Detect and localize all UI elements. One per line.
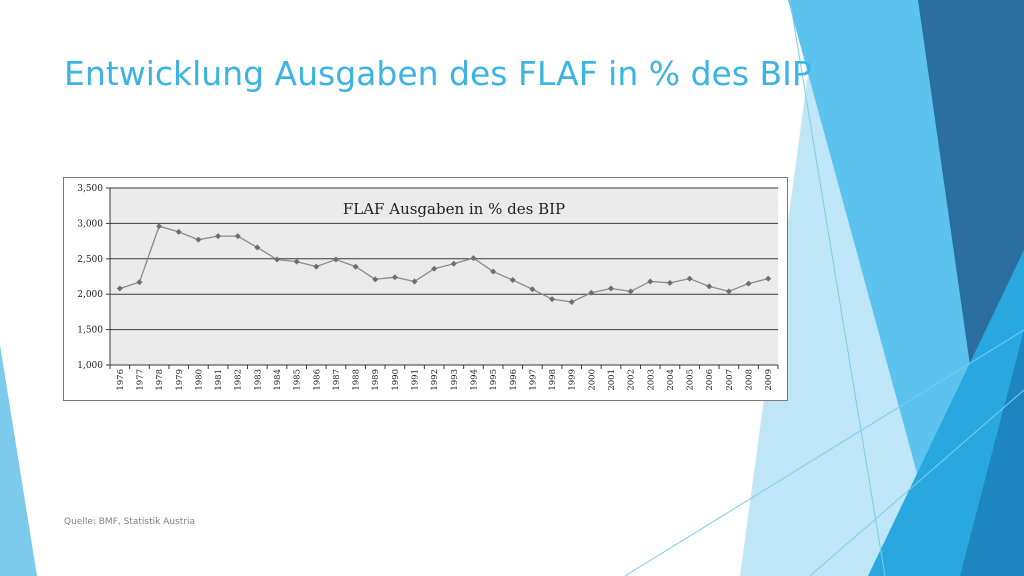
data-point <box>293 258 300 265</box>
thin-decor-line <box>809 389 1024 576</box>
source-note: Quelle: BMF, Statistik Austria <box>64 517 195 527</box>
data-point <box>666 279 673 286</box>
x-tick-label: 1981 <box>214 369 224 391</box>
slide-title: Entwicklung Ausgaben des FLAF in % des B… <box>64 54 812 93</box>
data-point <box>156 223 163 230</box>
x-tick-label: 1994 <box>469 369 479 391</box>
data-point <box>568 298 575 305</box>
data-point <box>627 288 634 295</box>
x-tick-label: 2006 <box>705 369 715 391</box>
data-point <box>332 256 339 263</box>
x-tick-label: 1976 <box>116 369 126 391</box>
data-point <box>509 277 516 284</box>
x-tick-label: 2004 <box>666 369 676 391</box>
data-point <box>116 285 123 292</box>
data-point <box>136 279 143 286</box>
data-point <box>686 275 693 282</box>
y-tick-label: 2,000 <box>77 290 103 300</box>
data-point <box>529 286 536 293</box>
x-tick-label: 1991 <box>411 369 421 391</box>
x-tick-label: 2002 <box>627 369 637 391</box>
x-tick-label: 1990 <box>391 369 401 391</box>
data-point <box>352 263 359 270</box>
data-point <box>490 268 497 275</box>
line-chart: 1,000 1,500 2,000 2,500 3,000 3,500 1976 1977 19… <box>77 184 779 391</box>
data-point <box>372 276 379 283</box>
data-point <box>706 283 713 290</box>
x-tick-label: 1999 <box>568 369 578 391</box>
y-tick-label: 2,500 <box>77 255 103 265</box>
plot-area <box>110 188 778 365</box>
x-tick-label: 1985 <box>293 369 303 391</box>
x-tick-label: 1982 <box>234 369 244 391</box>
x-tick-label: 2001 <box>607 369 617 391</box>
data-point <box>549 296 556 303</box>
y-tick-label: 3,500 <box>77 184 103 194</box>
data-point <box>234 233 241 240</box>
data-point <box>725 288 732 295</box>
data-point <box>215 233 222 240</box>
data-point <box>470 255 477 262</box>
series-line <box>119 225 769 303</box>
data-point <box>175 228 182 235</box>
chart-frame: 1,000 1,500 2,000 2,500 3,000 3,500 1976 1977 19… <box>63 177 788 401</box>
x-tick-label: 1998 <box>548 369 558 391</box>
data-point <box>588 289 595 296</box>
x-tick-label: 1977 <box>135 369 145 391</box>
y-tick-label: 1,000 <box>77 361 103 371</box>
data-point <box>450 260 457 267</box>
data-point <box>195 236 202 243</box>
chart-title: FLAF Ausgaben in % des BIP <box>343 200 565 218</box>
x-tick-label: 1988 <box>352 369 362 391</box>
data-point <box>765 275 772 282</box>
y-tick-label: 1,500 <box>77 326 103 336</box>
x-tick-label: 1989 <box>371 369 381 391</box>
x-tick-label: 1993 <box>450 369 460 391</box>
x-tick-label: 2000 <box>587 369 597 391</box>
x-tick-label: 1979 <box>175 369 185 391</box>
x-tick-label: 1997 <box>528 369 538 391</box>
x-tick-label: 1980 <box>194 369 204 391</box>
data-point <box>313 263 320 270</box>
x-tick-label: 2008 <box>745 369 755 391</box>
x-tick-label: 2003 <box>646 369 656 391</box>
x-tick-label: 1996 <box>509 369 519 391</box>
y-tick-label: 3,000 <box>77 219 103 229</box>
x-tick-label: 1983 <box>253 369 263 391</box>
x-tick-label: 2005 <box>686 369 696 391</box>
x-tick-label: 1984 <box>273 369 283 391</box>
thin-decor-line <box>789 0 886 576</box>
data-point <box>608 285 614 292</box>
data-point <box>431 265 438 272</box>
thin-decor-line <box>624 329 1024 576</box>
x-tick-label: 1978 <box>155 369 165 391</box>
data-point <box>254 244 261 251</box>
data-point <box>411 278 418 285</box>
x-tick-label: 1995 <box>489 369 499 391</box>
x-tick-label: 1987 <box>332 369 342 391</box>
x-tick-label: 1992 <box>430 369 440 391</box>
x-tick-label: 1986 <box>312 369 322 391</box>
left-edge-accent-shape <box>0 345 37 576</box>
data-point <box>391 274 398 281</box>
x-tick-label: 2009 <box>764 369 774 391</box>
data-point <box>647 278 654 285</box>
data-point <box>745 280 752 287</box>
data-point <box>274 256 280 263</box>
right-deep-shape <box>960 330 1024 576</box>
x-tick-label: 2007 <box>725 369 735 391</box>
